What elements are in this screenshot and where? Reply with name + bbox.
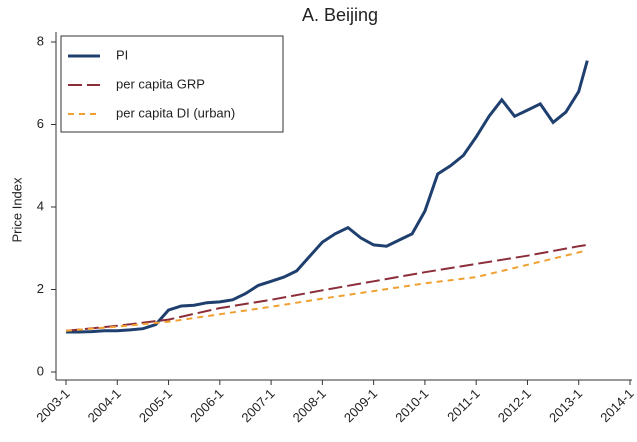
legend-label: PI <box>116 47 128 62</box>
x-tick-label: 2005-1 <box>136 386 175 425</box>
x-tick-label: 2014-1 <box>597 386 636 425</box>
chart-title: A. Beijing <box>302 5 378 25</box>
y-tick-label: 8 <box>37 33 44 48</box>
legend-label: per capita DI (urban) <box>116 105 235 120</box>
x-tick-label: 2007-1 <box>238 386 277 425</box>
y-tick-label: 4 <box>37 198 44 213</box>
x-tick-label: 2011-1 <box>444 386 483 425</box>
y-tick-label: 2 <box>37 281 44 296</box>
x-tick-label: 2008-1 <box>290 386 329 425</box>
legend-label: per capita GRP <box>116 76 205 91</box>
y-tick-label: 0 <box>37 363 44 378</box>
line-series <box>65 249 588 332</box>
y-tick-label: 6 <box>37 116 44 131</box>
y-axis-label: Price Index <box>9 177 24 243</box>
line-series <box>65 243 588 332</box>
x-tick-label: 2013-1 <box>546 386 585 425</box>
line-series <box>66 60 589 334</box>
x-tick-label: 2006-1 <box>187 386 226 425</box>
x-tick-label: 2012-1 <box>495 386 534 425</box>
x-tick-label: 2010-1 <box>392 386 431 425</box>
x-tick-label: 2009-1 <box>341 386 380 425</box>
x-tick-label: 2003-1 <box>33 386 72 425</box>
x-tick-label: 2004-1 <box>85 386 124 425</box>
